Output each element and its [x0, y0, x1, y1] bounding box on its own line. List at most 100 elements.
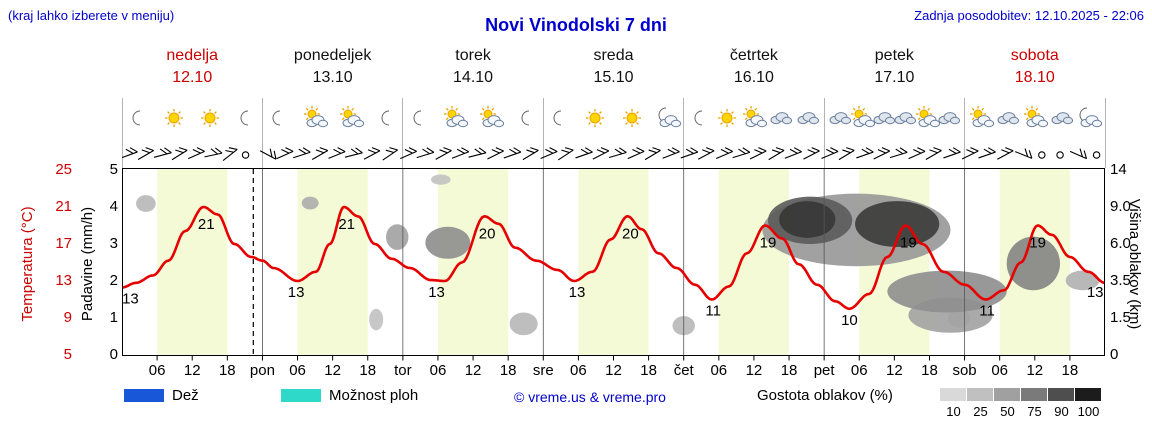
wind-barb-icon: [732, 147, 751, 159]
moon-icon: [381, 110, 389, 126]
density-scale-tick: 50: [1000, 404, 1015, 419]
sun-icon: [165, 109, 184, 127]
last-update-text: Zadnja posodobitev: 12.10.2025 - 22:06: [914, 8, 1144, 23]
cloud-icon: [873, 112, 895, 125]
cloud-axis-tick: 9.0: [1110, 198, 1131, 215]
cloud-density-scale: [940, 388, 1102, 406]
wind-barb-icon: [749, 147, 767, 160]
sun-cloud-icon: [1023, 106, 1048, 128]
cloud-axis-tick: 3.5: [1110, 272, 1131, 289]
x-axis-hour-label: 06: [430, 362, 447, 379]
density-scale-segment: [1075, 388, 1101, 401]
wind-barb-icon: [680, 147, 699, 159]
wind-barb-icon: [644, 147, 661, 161]
cloud-density-blob: [369, 308, 384, 331]
sun-cloud-icon: [969, 106, 994, 128]
temperature-axis-title: Temperatura (°C): [19, 206, 36, 322]
wind-barb-icon: [293, 147, 311, 159]
day-date-label: 16.10: [733, 69, 774, 86]
x-axis-hour-label: 12: [324, 362, 341, 379]
day-date-label: 18.10: [1014, 69, 1055, 86]
x-axis-day-label: tor: [394, 362, 412, 379]
wind-barb-icon: [715, 147, 733, 160]
temperature-value-label: 11: [979, 303, 995, 320]
daylight-band: [578, 169, 649, 355]
wind-barb-icon: [522, 147, 539, 161]
wind-barb-icon: [908, 147, 926, 160]
day-separator: [823, 98, 825, 168]
wind-barb-icon: [592, 147, 610, 160]
day-name-label: nedelja: [166, 47, 219, 64]
x-axis-hour-label: 18: [500, 362, 517, 379]
sun-icon: [717, 109, 736, 127]
page-title: Novi Vinodolski 7 dni: [485, 15, 667, 35]
cloud-density-blob: [430, 174, 451, 185]
temperature-value-label: 13: [1087, 284, 1104, 301]
sun-icon: [201, 109, 220, 127]
day-name-label: sreda: [593, 47, 634, 64]
wind-barb-icon: [838, 147, 855, 161]
x-axis-day-label: sob: [952, 362, 976, 379]
day-date-label: 13.10: [312, 69, 353, 86]
rain-legend-label: Dež: [172, 387, 199, 404]
cloud-density-blob: [425, 226, 471, 259]
x-axis-day-label: pon: [250, 362, 275, 379]
cloud-icon: [1051, 112, 1073, 125]
wind-barb-icon: [784, 147, 802, 159]
cloud-density-blob: [509, 312, 538, 336]
daylight-band: [718, 169, 790, 355]
menu-hint-text: (kraj lahko izberete v meniju): [8, 8, 175, 23]
cloud-density-scale-labels: 10 25 50 75 90 100: [940, 403, 1102, 421]
temperature-value-label: 11: [705, 303, 721, 320]
wind-barb-icon: [122, 147, 138, 159]
wind-barb-icon: [137, 147, 154, 160]
cloud-density-blob: [386, 224, 409, 250]
wind-barb-icon: [171, 147, 188, 161]
cloud-density-blob: [855, 201, 940, 247]
cloud-density-blob: [779, 201, 836, 238]
moon-cloud-icon: [1079, 107, 1102, 128]
density-scale-tick: 75: [1027, 404, 1042, 419]
forecast-plot: 13 21 13 21 13 20 13 20 11 19 10 19 11 19 13 06 12 18 06 12…: [122, 168, 1105, 379]
cloud-density-legend-label: Gostota oblakov (%): [757, 387, 893, 404]
temperature-value-label: 19: [1029, 235, 1046, 252]
temp-axis-tick: 21: [55, 198, 72, 215]
cloud-icon: [894, 112, 917, 125]
temperature-value-label: 21: [198, 216, 215, 233]
day-name-label: ponedeljek: [293, 47, 372, 64]
showers-legend-label: Možnost ploh: [329, 387, 419, 404]
sun-icon: [622, 109, 641, 127]
temperature-value-label: 19: [760, 235, 777, 252]
wind-barbs-row: [122, 147, 1101, 161]
wind-barb-icon: [153, 147, 172, 158]
x-axis-hour-label: 12: [465, 362, 482, 379]
wind-calm-icon: [241, 151, 250, 159]
wind-barb-icon: [328, 147, 346, 159]
moon-icon: [272, 110, 281, 126]
wind-barb-icon: [540, 147, 558, 160]
cloud-icon: [938, 112, 960, 125]
temp-axis-tick: 9: [63, 309, 72, 326]
cloud-axis-tick: 0: [1110, 346, 1119, 363]
copyright-link[interactable]: © vreme.us & vreme.pro: [514, 389, 666, 405]
temperature-value-label: 21: [338, 216, 355, 233]
sun-cloud-icon: [742, 106, 767, 128]
x-axis-hour-label: 18: [781, 362, 798, 379]
x-axis-hour-label: 06: [991, 362, 1008, 379]
temperature-value-label: 20: [622, 225, 639, 242]
temperature-value-label: 19: [900, 235, 917, 252]
x-axis-hour-label: 12: [184, 362, 201, 379]
x-axis-day-label: sre: [533, 362, 554, 379]
sun-cloud-icon: [444, 106, 468, 128]
day-separator: [964, 98, 966, 168]
x-axis-hour-label: 06: [289, 362, 306, 379]
wind-barb-icon: [943, 147, 961, 159]
x-axis-day-label: čet: [674, 362, 695, 379]
cloud-density-blob: [1065, 270, 1100, 291]
sun-cloud-icon: [915, 106, 940, 128]
density-scale-tick: 10: [946, 404, 961, 419]
day-name-label: sobota: [1010, 47, 1059, 64]
wind-calm-icon: [1038, 151, 1046, 159]
wind-barb-icon: [311, 147, 329, 160]
cloud-icon: [797, 112, 820, 125]
